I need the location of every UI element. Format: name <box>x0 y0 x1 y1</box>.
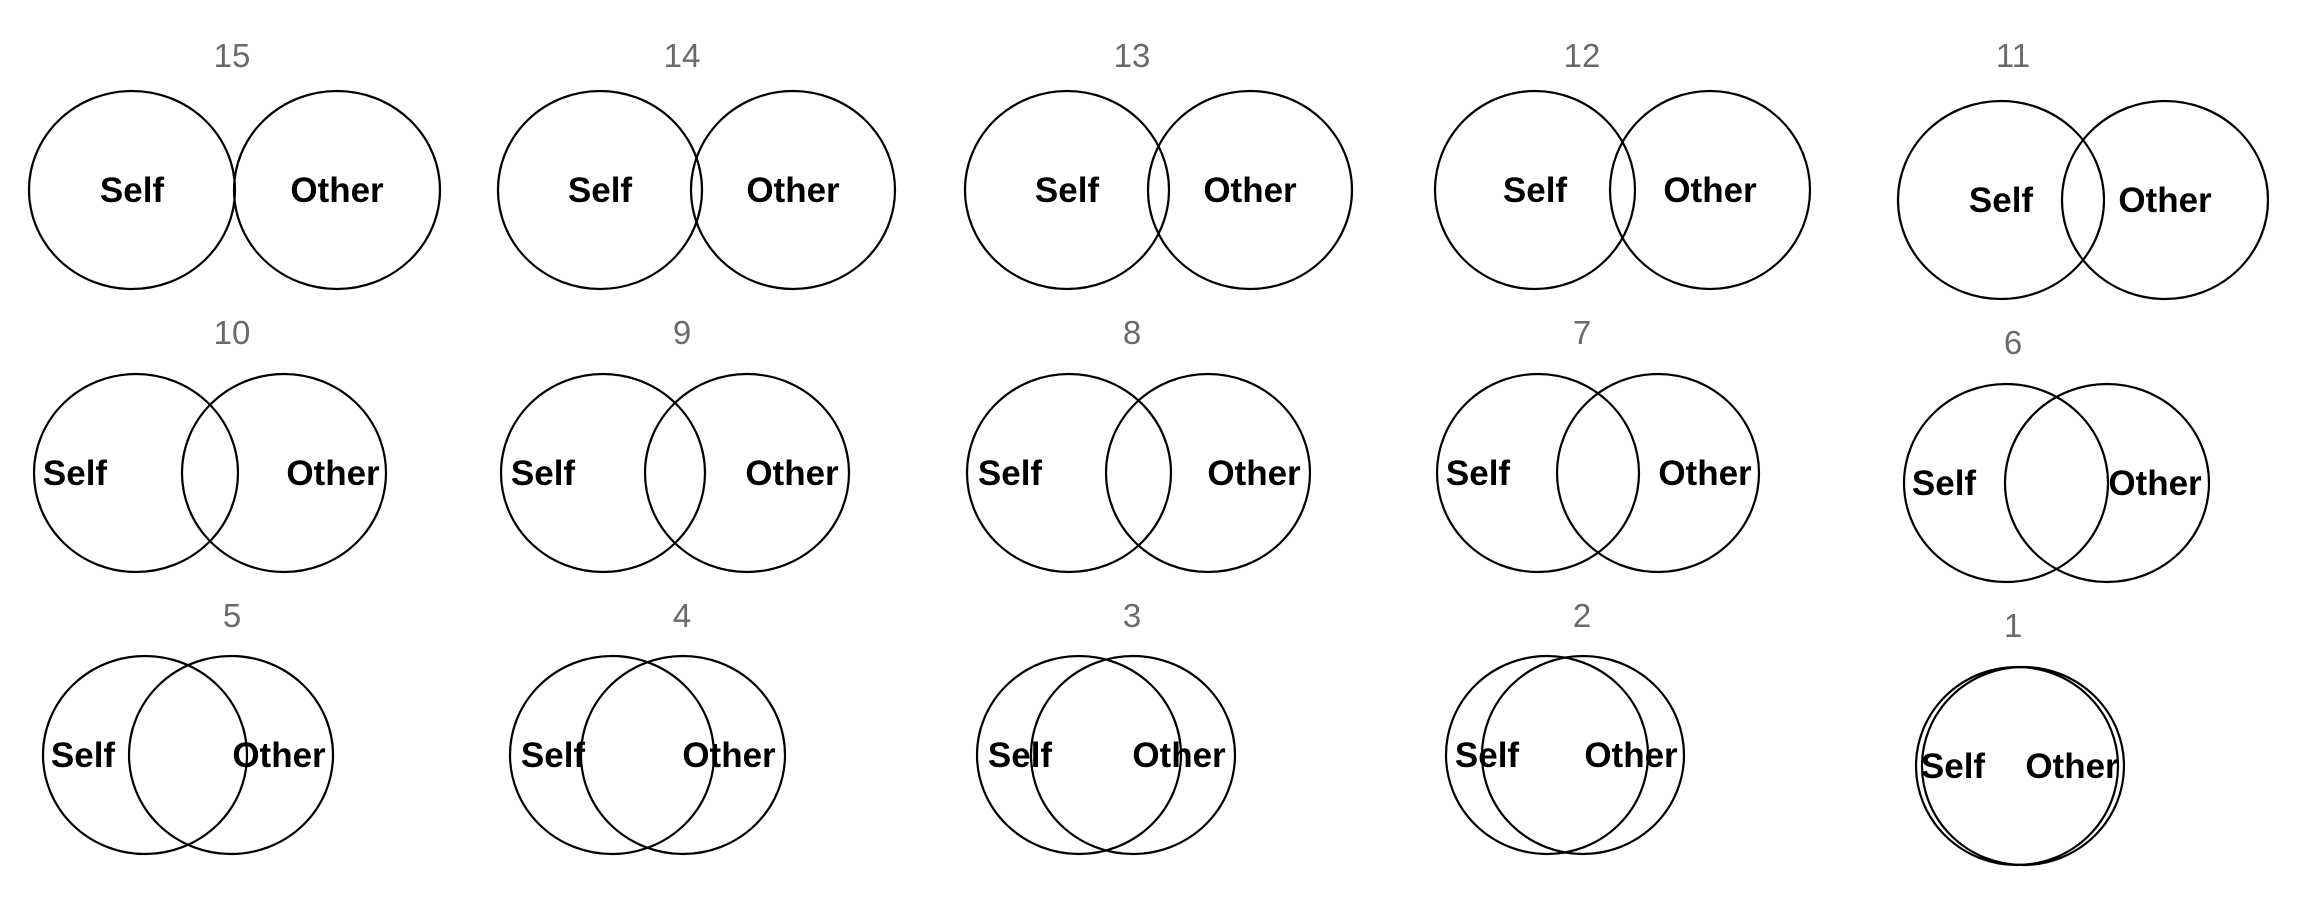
self-label: Self <box>988 736 1053 775</box>
option-number: 15 <box>214 37 251 74</box>
option-number: 13 <box>1114 37 1151 74</box>
self-label: Self <box>978 454 1043 493</box>
other-label: Other <box>2025 747 2119 786</box>
other-circle <box>180 372 388 574</box>
other-label: Other <box>1207 454 1301 493</box>
option-number: 3 <box>1123 597 1141 634</box>
option-5[interactable]: 5 Self Other <box>41 597 335 856</box>
other-label: Other <box>2108 464 2202 503</box>
option-2[interactable]: 2 Self Other <box>1444 597 1686 856</box>
option-3[interactable]: 3 Self Other <box>975 597 1237 856</box>
self-circle <box>508 654 716 856</box>
self-label: Self <box>1446 454 1511 493</box>
self-circle <box>1435 372 1641 574</box>
option-number: 8 <box>1123 314 1141 351</box>
option-15[interactable]: 15 Self Other <box>27 37 442 291</box>
other-label: Other <box>1663 171 1757 210</box>
other-circle <box>1029 654 1237 856</box>
other-label: Other <box>1658 454 1752 493</box>
other-circle <box>127 654 335 856</box>
self-circle <box>41 654 249 856</box>
other-label: Other <box>1584 736 1678 775</box>
other-label: Other <box>746 171 840 210</box>
self-circle <box>1444 654 1650 856</box>
option-8[interactable]: 8 Self Other <box>965 314 1312 574</box>
other-circle <box>1920 665 2126 867</box>
self-circle <box>975 654 1183 856</box>
option-number: 9 <box>673 314 691 351</box>
option-number: 14 <box>664 37 701 74</box>
self-label: Self <box>1912 464 1977 503</box>
other-circle <box>579 654 787 856</box>
option-12[interactable]: 12 Self Other <box>1433 37 1812 291</box>
other-circle <box>1555 372 1761 574</box>
self-circle <box>1433 89 1637 291</box>
self-label: Self <box>1503 171 1568 210</box>
other-label: Other <box>1132 736 1226 775</box>
self-label: Self <box>1969 181 2034 220</box>
other-circle <box>2060 99 2270 301</box>
other-circle <box>2003 382 2211 584</box>
self-label: Self <box>43 454 108 493</box>
other-label: Other <box>1203 171 1297 210</box>
self-label: Self <box>1455 736 1520 775</box>
other-circle <box>689 89 897 291</box>
option-number: 4 <box>673 597 691 634</box>
option-14[interactable]: 14 Self Other <box>496 37 897 291</box>
self-circle <box>965 372 1173 574</box>
self-circle <box>963 89 1171 291</box>
option-number: 5 <box>223 597 241 634</box>
option-number: 7 <box>1573 314 1591 351</box>
self-label: Self <box>1921 747 1986 786</box>
other-circle <box>1104 372 1312 574</box>
option-13[interactable]: 13 Self Other <box>963 37 1354 291</box>
self-label: Self <box>511 454 576 493</box>
other-label: Other <box>290 171 384 210</box>
option-number: 2 <box>1573 597 1591 634</box>
self-circle <box>499 372 707 574</box>
option-1[interactable]: 1 Self Other <box>1914 607 2126 867</box>
option-11[interactable]: 11 Self Other <box>1896 37 2270 301</box>
option-number: 1 <box>2004 607 2022 644</box>
other-label: Other <box>682 736 776 775</box>
option-number: 10 <box>214 314 251 351</box>
self-circle <box>1896 99 2106 301</box>
self-label: Self <box>521 736 586 775</box>
self-label: Self <box>100 171 165 210</box>
option-4[interactable]: 4 Self Other <box>508 597 787 856</box>
option-7[interactable]: 7 Self Other <box>1435 314 1761 574</box>
other-circle <box>643 372 851 574</box>
self-circle <box>32 372 240 574</box>
other-circle <box>1146 89 1354 291</box>
option-6[interactable]: 6 Self Other <box>1902 324 2211 584</box>
other-label: Other <box>745 454 839 493</box>
option-9[interactable]: 9 Self Other <box>499 314 851 574</box>
option-10[interactable]: 10 Self Other <box>32 314 388 574</box>
option-number: 12 <box>1564 37 1601 74</box>
other-label: Other <box>2118 181 2212 220</box>
self-label: Self <box>568 171 633 210</box>
self-circle <box>1902 382 2110 584</box>
other-circle <box>1480 654 1686 856</box>
self-circle <box>496 89 704 291</box>
self-label: Self <box>51 736 116 775</box>
self-label: Self <box>1035 171 1100 210</box>
other-circle <box>232 89 442 291</box>
other-circle <box>1608 89 1812 291</box>
other-label: Other <box>286 454 380 493</box>
option-number: 6 <box>2004 324 2022 361</box>
option-number: 11 <box>1996 37 2030 74</box>
other-label: Other <box>232 736 326 775</box>
